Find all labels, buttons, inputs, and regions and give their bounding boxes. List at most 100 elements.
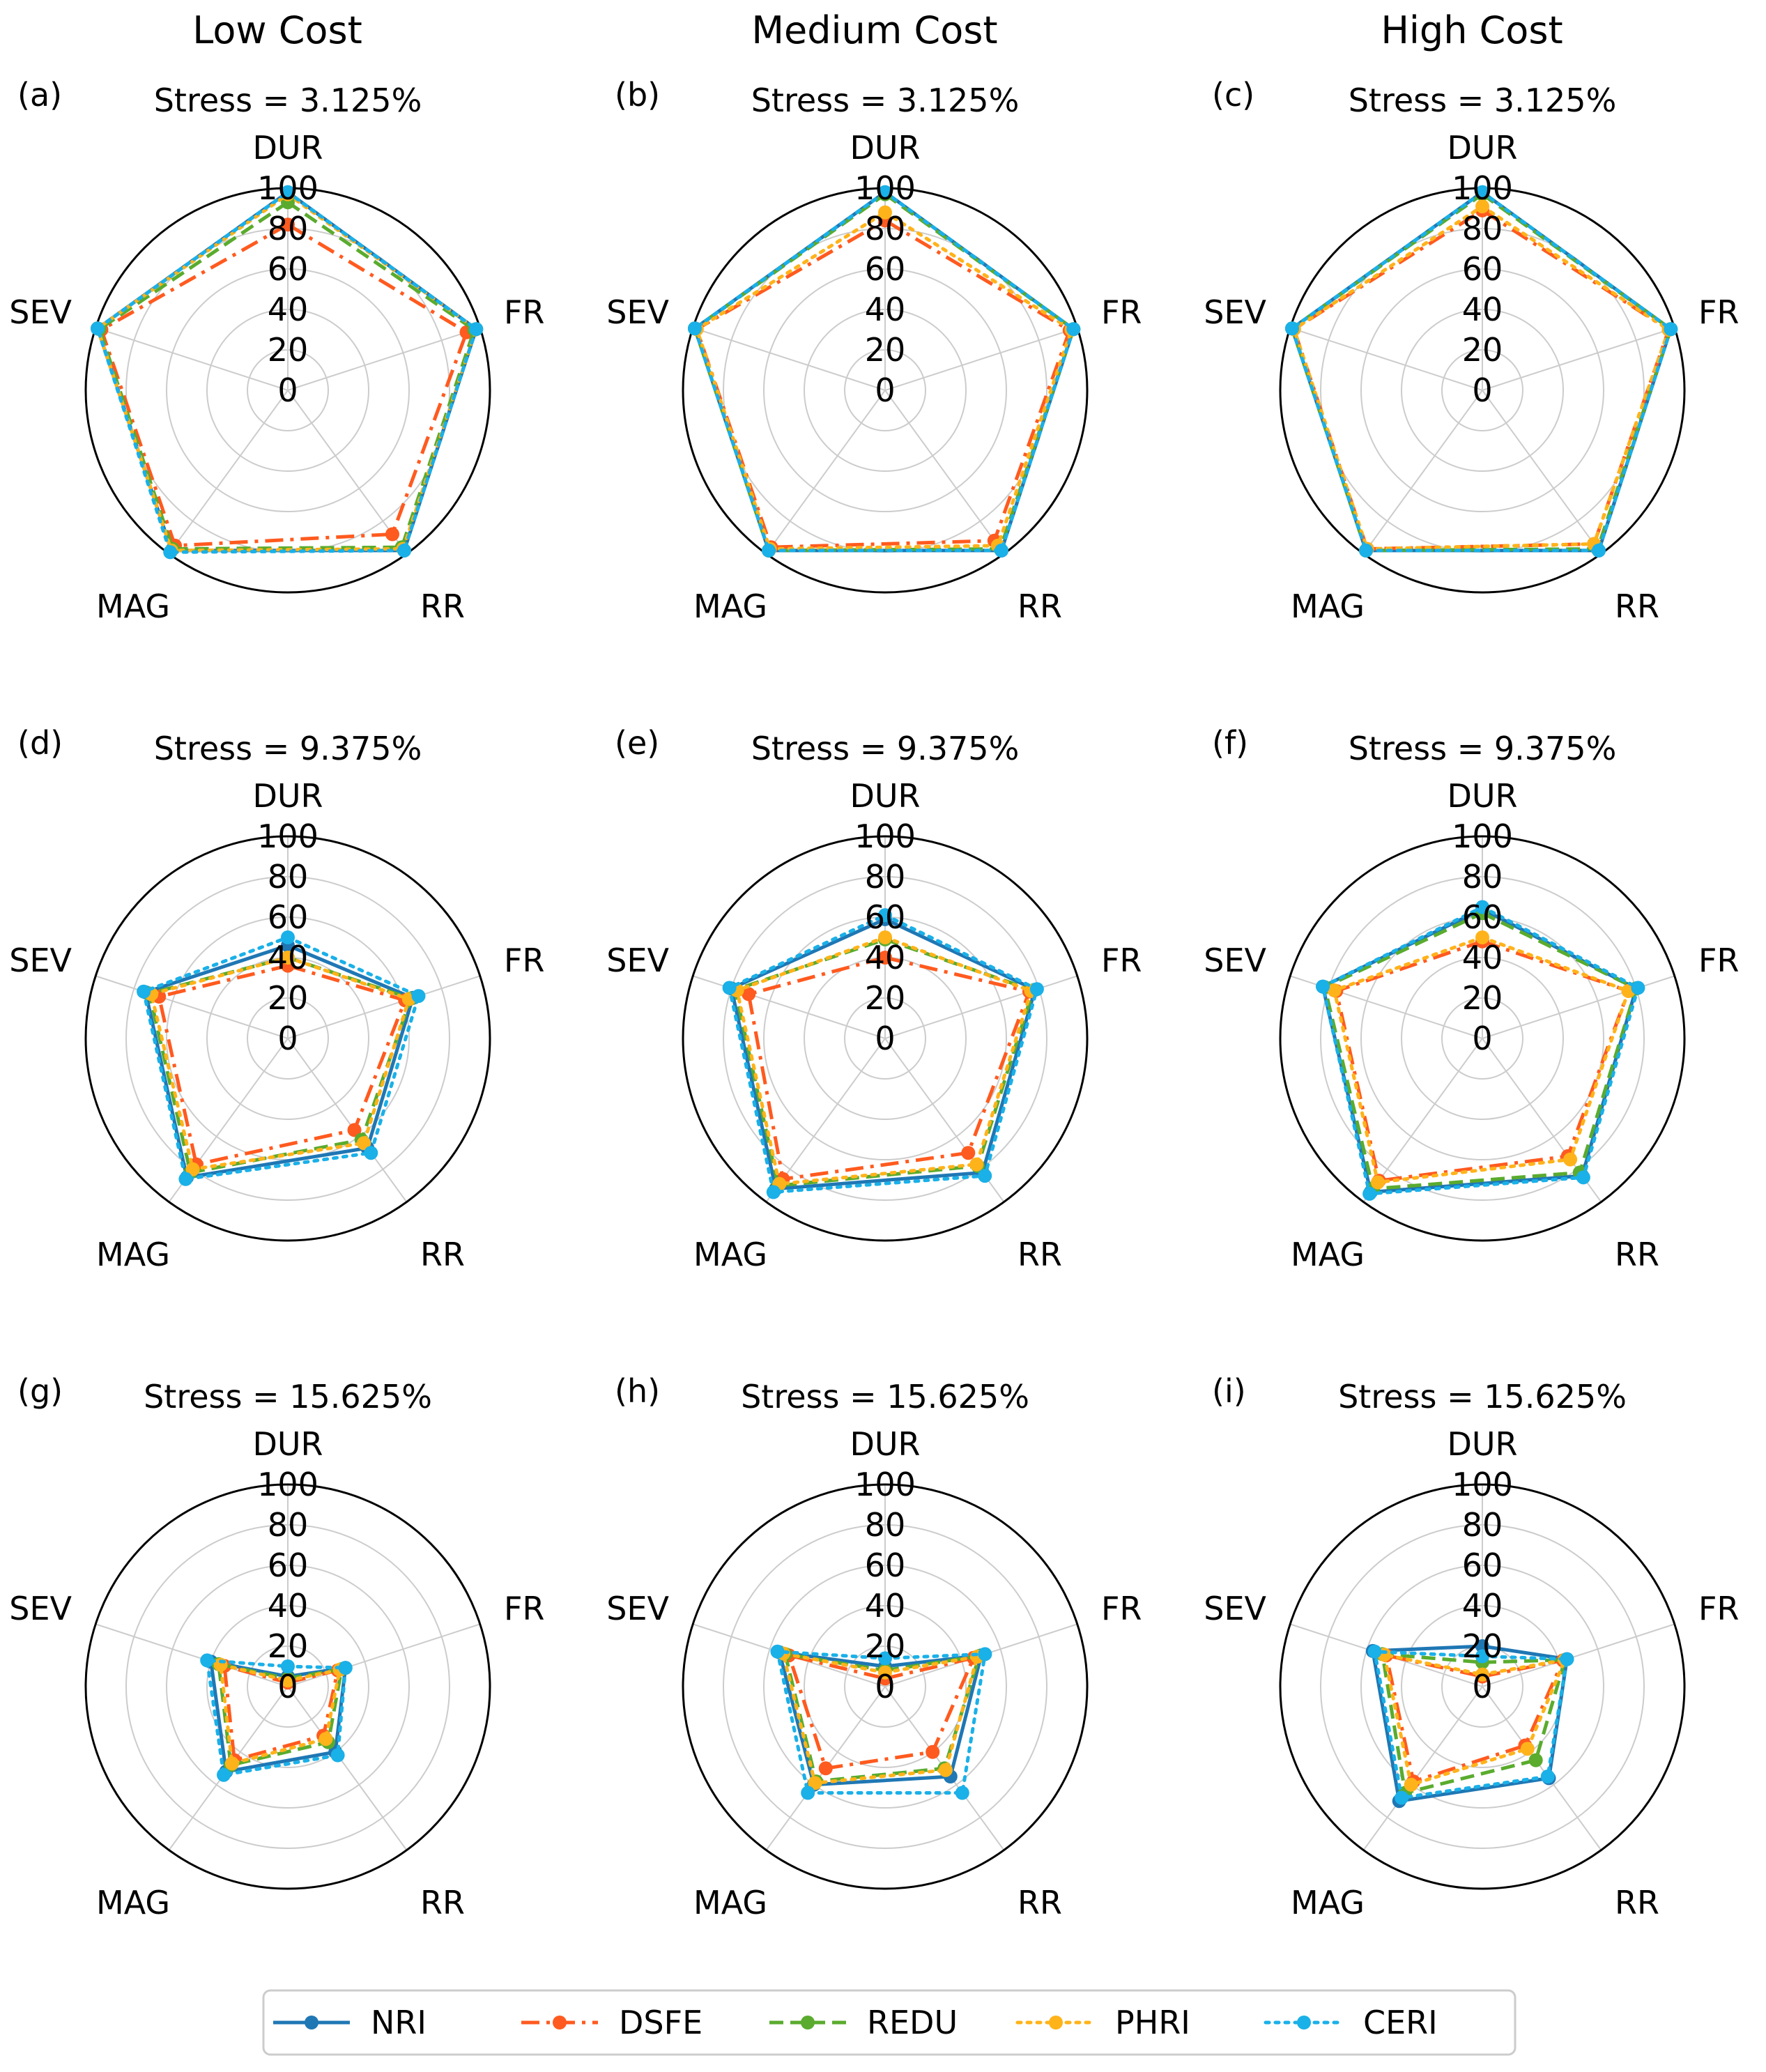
panel-letter: (g): [17, 1372, 63, 1410]
data-point: [1592, 543, 1606, 558]
radial-tick-label: 0: [875, 1668, 895, 1705]
data-point: [385, 527, 399, 542]
data-point: [878, 951, 892, 965]
radial-tick-label: 100: [1452, 818, 1513, 855]
legend-marker: [1049, 2016, 1063, 2029]
radial-tick-label: 100: [1452, 169, 1513, 207]
legend-frame: [262, 1989, 1517, 2056]
radial-tick-label: 20: [1462, 979, 1503, 1017]
data-point: [1664, 322, 1678, 337]
legend-label: PHRI: [1115, 2004, 1190, 2041]
panel-letter: (e): [615, 724, 659, 762]
series-line: [1333, 935, 1631, 1184]
data-point: [878, 1651, 892, 1666]
grid-spoke: [1482, 1686, 1602, 1851]
grid-spoke: [884, 975, 1078, 1039]
data-point: [938, 1763, 953, 1777]
radial-tick-label: 80: [268, 858, 309, 896]
grid-spoke: [287, 1038, 408, 1203]
data-point: [1316, 979, 1330, 994]
grid-spoke: [95, 975, 289, 1039]
data-point: [1520, 1742, 1535, 1756]
series-ceri: [688, 185, 1081, 558]
data-point: [200, 1653, 215, 1668]
axis-label-dur: DUR: [850, 777, 920, 815]
radial-tick-label: 40: [268, 1587, 309, 1625]
data-point: [318, 1732, 333, 1747]
radial-tick-label: 0: [277, 1668, 298, 1705]
data-point: [770, 1644, 785, 1659]
radial-tick-label: 20: [865, 1627, 906, 1665]
data-point: [224, 1756, 239, 1771]
data-point: [878, 205, 892, 220]
grid-spoke: [765, 390, 886, 555]
panel-title: Stress = 3.125%: [154, 82, 422, 119]
legend-item-nri: NRI: [273, 2004, 427, 2041]
data-point: [1475, 1639, 1489, 1653]
data-point: [1362, 1186, 1377, 1201]
axis-label-mag: MAG: [96, 1236, 170, 1273]
panel-letter: (f): [1212, 724, 1248, 762]
series-line: [144, 944, 415, 1179]
axis-label-fr: FR: [504, 1590, 544, 1627]
axis-label-sev: SEV: [1204, 1590, 1266, 1627]
grid-spoke: [1482, 390, 1602, 555]
grid-spoke: [95, 1623, 289, 1687]
series-line: [1382, 1652, 1567, 1787]
radial-tick-label: 100: [854, 169, 916, 207]
series-ceri: [1316, 900, 1645, 1201]
series-line: [1373, 1650, 1569, 1799]
radial-tick-label: 60: [1462, 1547, 1503, 1584]
axis-label-fr: FR: [1698, 1590, 1739, 1627]
data-point: [1285, 321, 1299, 336]
radial-tick-label: 40: [268, 291, 309, 328]
axis-label-sev: SEV: [9, 293, 72, 331]
grid-spoke: [287, 1623, 481, 1687]
radial-tick-label: 20: [268, 979, 309, 1017]
legend-item-phri: PHRI: [1015, 2004, 1190, 2041]
axis-label-fr: FR: [504, 293, 544, 331]
series-line: [1290, 190, 1673, 553]
data-point: [281, 217, 295, 232]
axis-label-sev: SEV: [606, 1590, 669, 1627]
radial-tick-label: 40: [865, 291, 906, 328]
data-point: [338, 1661, 353, 1675]
data-point: [217, 1767, 231, 1782]
legend-label: NRI: [371, 2004, 427, 2041]
legend-item-ceri: CERI: [1264, 2004, 1438, 2041]
axis-label-mag: MAG: [693, 588, 767, 625]
legend-marker: [1297, 2016, 1311, 2029]
grid-spoke: [1362, 390, 1483, 555]
radial-tick-label: 100: [1452, 1466, 1513, 1503]
radial-tick-label: 0: [277, 1020, 298, 1057]
series-line: [1321, 905, 1640, 1196]
data-point: [762, 543, 776, 558]
series-line: [728, 913, 1039, 1194]
axis-label-rr: RR: [420, 1884, 465, 1921]
grid-spoke: [95, 327, 289, 391]
series-ceri: [1367, 1644, 1574, 1805]
grid-spoke: [1362, 1038, 1483, 1203]
axis-label-fr: FR: [1698, 942, 1739, 979]
series-line: [746, 956, 1031, 1181]
axis-label-mag: MAG: [1291, 588, 1365, 625]
axis-label-rr: RR: [1018, 588, 1062, 625]
data-point: [878, 1665, 892, 1680]
radial-tick-label: 100: [257, 818, 318, 855]
axis-label-sev: SEV: [606, 942, 669, 979]
panel-title: Stress = 15.625%: [144, 1378, 432, 1415]
radial-tick-label: 40: [1462, 291, 1503, 328]
data-point: [281, 185, 295, 199]
radial-tick-label: 80: [865, 210, 906, 247]
grid-spoke: [287, 1686, 408, 1851]
data-point: [955, 1786, 969, 1800]
outer-boundary: [1279, 835, 1686, 1242]
series-line: [95, 192, 478, 553]
axis-label-sev: SEV: [9, 1590, 72, 1627]
